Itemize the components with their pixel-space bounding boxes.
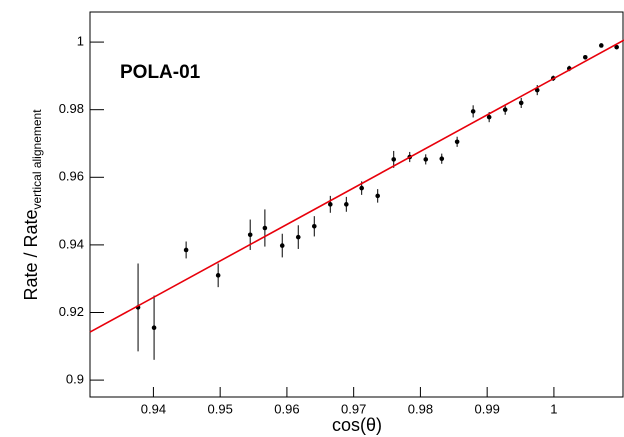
annotation: POLA-01 bbox=[120, 62, 201, 83]
data-point bbox=[328, 202, 333, 207]
data-point bbox=[599, 43, 604, 48]
data-point bbox=[486, 114, 492, 120]
data-point bbox=[151, 325, 157, 331]
data-point bbox=[423, 157, 429, 162]
data-point bbox=[311, 224, 317, 229]
data-point bbox=[470, 109, 476, 114]
data-point bbox=[502, 107, 508, 112]
y-tick-label: 0.94 bbox=[59, 236, 84, 251]
x-tick-label: 0.95 bbox=[208, 401, 233, 416]
x-tick-label: 0.96 bbox=[274, 401, 299, 416]
data-point bbox=[375, 193, 380, 199]
data-point bbox=[454, 139, 460, 145]
data-point bbox=[582, 54, 588, 60]
x-tick-label: 0.98 bbox=[408, 401, 433, 416]
y-tick-label: 0.92 bbox=[59, 304, 84, 319]
y-axis-label-sub: vertical alignement bbox=[30, 109, 44, 210]
data-point bbox=[344, 202, 349, 207]
x-tick-label: 0.97 bbox=[341, 401, 366, 416]
y-axis-label-main: Rate / Rate bbox=[21, 210, 41, 301]
data-point bbox=[262, 225, 268, 231]
y-tick-label: 0.9 bbox=[66, 372, 84, 387]
data-point bbox=[183, 247, 189, 253]
x-tick-label: 0.99 bbox=[475, 401, 500, 416]
data-point bbox=[279, 243, 285, 248]
data-point bbox=[439, 156, 445, 161]
x-tick-label: 0.94 bbox=[141, 401, 166, 416]
x-axis-label: cos(θ) bbox=[332, 415, 382, 435]
data-point bbox=[391, 157, 397, 162]
data-point bbox=[614, 44, 619, 50]
y-tick-label: 0.96 bbox=[59, 169, 84, 184]
fit-line bbox=[89, 39, 624, 333]
x-tick-label: 1 bbox=[550, 401, 557, 416]
plot-frame bbox=[89, 11, 624, 398]
data-point bbox=[215, 273, 221, 278]
y-tick-label: 1 bbox=[77, 34, 84, 49]
data-point bbox=[518, 100, 524, 106]
data-point bbox=[359, 185, 364, 191]
data-point bbox=[295, 234, 301, 240]
y-tick-label: 0.98 bbox=[59, 101, 84, 116]
data-point bbox=[247, 232, 253, 238]
y-axis-label: Rate / Ratevertical alignement bbox=[21, 109, 44, 301]
